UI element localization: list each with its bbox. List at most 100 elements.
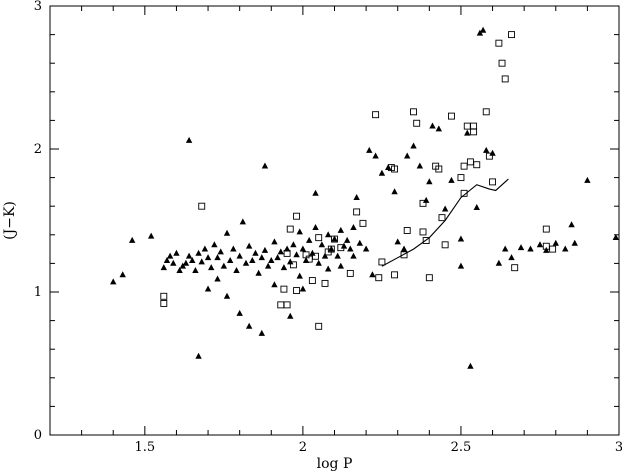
square-point [315,322,323,330]
square-point [286,225,294,233]
square-point [460,162,468,170]
triangle-point [315,259,322,266]
triangle-point [429,122,436,129]
triangle-point [372,152,379,159]
square-point [438,214,446,222]
triangle-point [441,205,449,212]
axis-tick-labels: 1.5 2 2.5 3 0 1 2 3 [34,0,622,455]
square-point [498,59,506,67]
triangle-point [324,231,332,238]
triangle-point [517,244,525,251]
triangle-point [296,272,303,279]
triangle-point [489,149,496,156]
triangle-point [410,142,417,149]
square-point [293,287,301,295]
square-point [422,237,430,244]
triangle-point [318,241,326,248]
square-point [400,251,408,259]
y-tick-label: 1 [34,285,42,300]
square-point [485,152,493,160]
triangle-point [147,232,155,239]
triangle-point [568,221,575,228]
square-point [460,189,468,197]
triangle-point [309,249,316,256]
triangle-point [464,129,471,136]
triangle-point [293,251,300,258]
triangle-point [204,254,212,261]
x-tick-label: 1.5 [134,440,155,455]
triangle-point [527,245,534,252]
square-point [495,39,503,47]
triangle-point [612,234,620,241]
triangle-point [312,224,319,231]
triangle-point [467,362,474,369]
square-point [375,274,383,282]
triangle-point [189,256,196,263]
square-point [441,241,449,249]
square-point [413,119,421,127]
triangle-point [584,176,591,183]
triangle-point [166,252,174,259]
square-point [289,261,297,269]
triangle-point [261,162,269,169]
triangle-point [230,245,237,252]
triangle-point [242,259,250,266]
square-point [283,301,291,309]
square-point [419,228,427,236]
triangle-point [350,224,357,231]
square-point [378,258,386,266]
triangle-point [176,266,183,273]
triangle-point [201,245,209,252]
y-tick-label: 2 [34,142,42,157]
square-point [549,245,557,253]
square-point [482,108,490,116]
triangle-point [299,285,307,292]
triangle-point [245,322,253,329]
triangle-point [252,249,259,256]
triangle-point [268,256,275,263]
square-point [470,128,478,136]
triangle-point [195,249,202,256]
square-point [331,235,338,243]
triangle-point [536,241,544,248]
triangle-point [321,252,329,259]
triangle-point [457,235,465,242]
triangle-point [245,242,253,249]
x-tick-label: 2 [299,440,307,455]
triangle-point [426,178,433,185]
triangle-point [299,245,307,252]
triangle-point [343,236,351,243]
square-point [410,108,417,116]
triangle-point [249,256,256,263]
triangle-point [255,269,262,276]
triangle-point [185,136,193,143]
triangle-point [543,246,550,253]
triangle-point [214,275,221,282]
triangle-point [296,228,303,235]
square-point [283,249,291,257]
square-point [448,112,455,120]
square-point [511,264,519,272]
triangle-point [312,189,319,196]
triangle-point [195,352,202,359]
triangle-point [394,238,401,245]
triangle-point [170,259,177,266]
triangle-point [362,245,370,252]
triangle-point [233,266,240,273]
square-point [277,301,285,309]
square-point [473,161,481,169]
triangle-point [182,259,190,266]
triangle-point [495,259,503,266]
triangle-point [476,29,484,36]
square-point [160,292,168,300]
square-point [391,165,399,173]
square-point [327,245,335,253]
triangle-point [217,248,224,255]
square-point [315,234,323,242]
triangle-point [226,256,234,263]
triangle-point [366,146,373,153]
triangle-point [369,271,376,278]
square-point [312,252,319,260]
square-point [403,227,411,234]
axis-ticks [49,5,620,436]
